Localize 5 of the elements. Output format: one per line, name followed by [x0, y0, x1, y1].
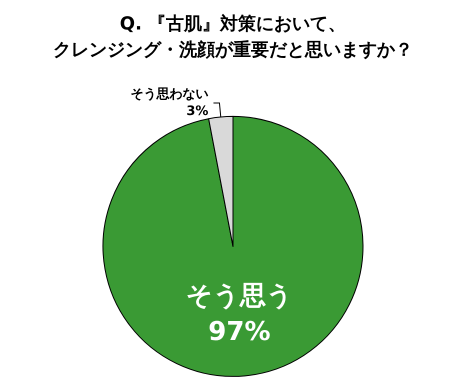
- slice-label: そう思う: [186, 281, 293, 312]
- data-label: 97%: [208, 317, 271, 348]
- data-label: 3%: [186, 104, 208, 120]
- slice-label: そう思わない: [130, 87, 208, 102]
- chart-title: Q. 『古肌』対策において、クレンジング・洗顔が重要だと思いますか？: [53, 14, 413, 60]
